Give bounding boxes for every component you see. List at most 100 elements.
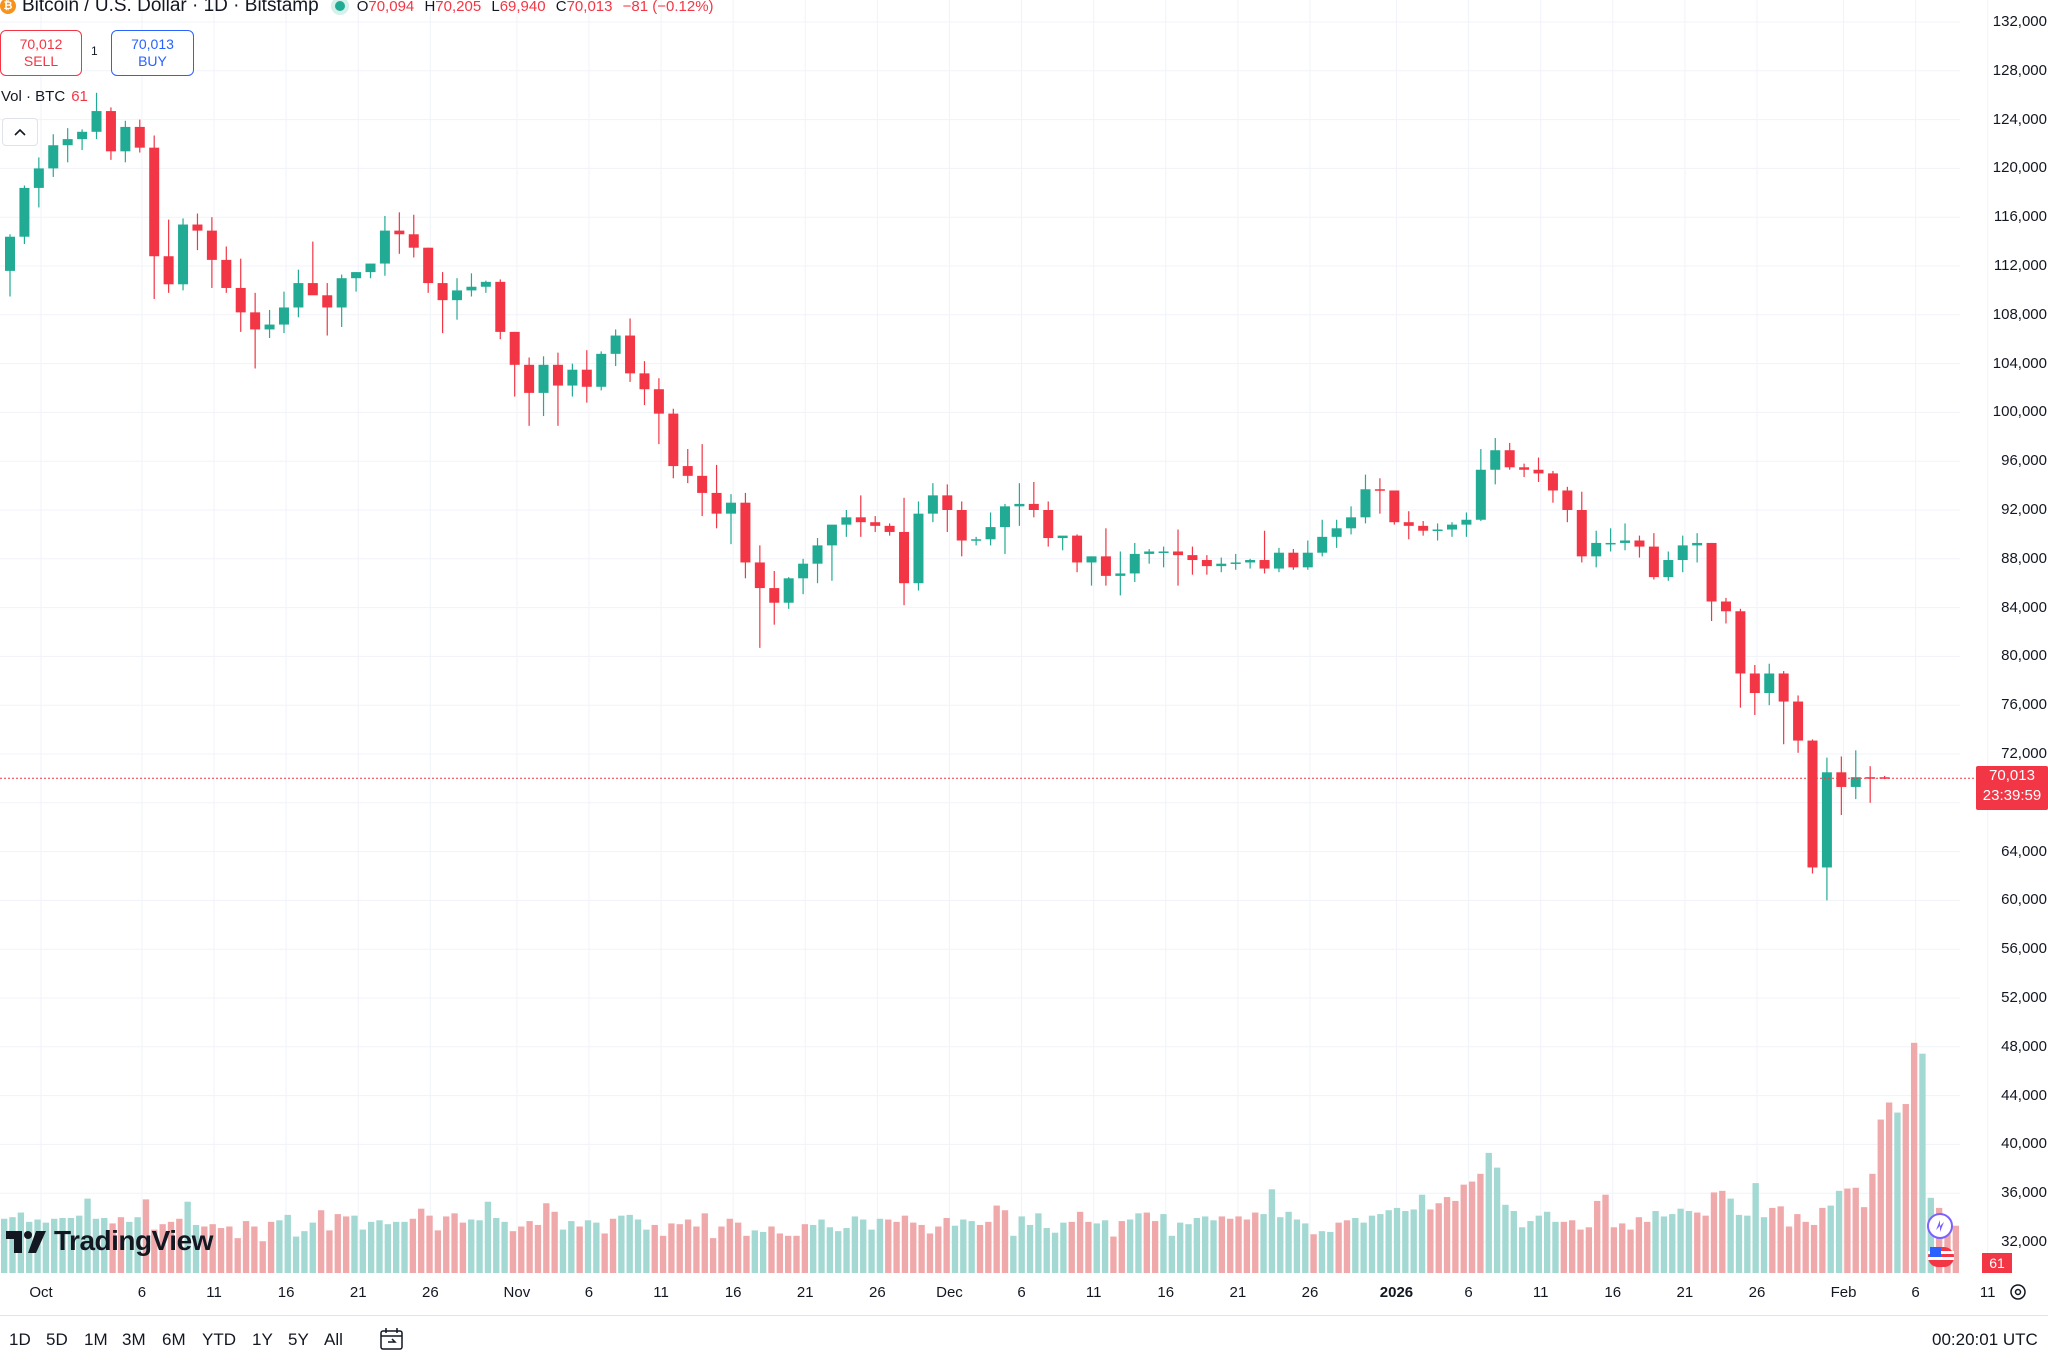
candle-body — [1144, 551, 1155, 554]
range-5y-button[interactable]: 5Y — [288, 1330, 309, 1349]
volume-bar — [434, 1230, 442, 1273]
candle-body — [1764, 673, 1775, 693]
candle — [581, 350, 592, 403]
candle — [1706, 542, 1717, 622]
candle-body — [235, 287, 246, 313]
candle-body — [437, 283, 448, 301]
candle — [524, 357, 535, 426]
volume-bar — [1293, 1219, 1301, 1273]
volume-bar — [1910, 1042, 1918, 1273]
range-ytd-button[interactable]: YTD — [202, 1330, 236, 1349]
volume-bar — [985, 1221, 992, 1273]
price-tick-label: 72,000 — [2001, 745, 2047, 762]
candle-body — [264, 324, 275, 330]
range-3m-button[interactable]: 3M — [122, 1330, 146, 1349]
candle-body — [1677, 545, 1688, 561]
volume-bar — [1635, 1217, 1643, 1273]
volume-bar — [1552, 1221, 1559, 1273]
volume-bar — [618, 1215, 625, 1273]
candle — [235, 258, 246, 332]
volume-bar — [1210, 1220, 1217, 1273]
volume-legend[interactable]: Vol · BTC 61 — [1, 88, 88, 105]
volume-bar — [810, 1224, 817, 1273]
buy-price: 70,013 — [131, 36, 174, 52]
price-tick-label: 108,000 — [1992, 305, 2047, 323]
candle-body — [1591, 542, 1602, 557]
candle — [668, 408, 679, 479]
volume-bar — [1218, 1216, 1226, 1273]
candle — [538, 356, 549, 417]
volume-bar — [1335, 1222, 1342, 1273]
range-all-button[interactable]: All — [324, 1330, 343, 1349]
candle-body — [5, 236, 15, 271]
volume-bar — [851, 1216, 859, 1273]
range-5d-button[interactable]: 5D — [46, 1330, 68, 1349]
candle-body — [1360, 489, 1371, 518]
us-flag-icon[interactable] — [1926, 1243, 1956, 1271]
range-1d-button[interactable]: 1D — [9, 1330, 31, 1349]
volume-bar — [1819, 1207, 1826, 1273]
volume-bar — [1719, 1190, 1726, 1273]
range-1y-button[interactable]: 1Y — [252, 1330, 273, 1349]
volume-bar — [1277, 1217, 1284, 1273]
sell-price: 70,012 — [19, 36, 63, 52]
candle — [1432, 523, 1443, 541]
volume-bar — [668, 1223, 675, 1273]
volume-bar — [1185, 1224, 1192, 1273]
candle-body — [1072, 535, 1083, 563]
go-to-date-icon[interactable] — [378, 1326, 406, 1352]
volume-bar — [1727, 1198, 1734, 1273]
price-tick-label: 36,000 — [2001, 1184, 2047, 1202]
candle — [1259, 530, 1270, 574]
collapse-legend-button[interactable] — [2, 118, 38, 146]
candle — [1144, 549, 1155, 564]
volume-bar — [1343, 1220, 1351, 1273]
candle — [278, 291, 289, 334]
candle-body — [77, 131, 88, 140]
range-6m-button[interactable]: 6M — [162, 1330, 186, 1349]
utc-clock[interactable]: 00:20:01 UTC — [1932, 1330, 2038, 1349]
time-tick-label: 21 — [1676, 1284, 1694, 1301]
volume-bar — [651, 1224, 658, 1273]
time-tick-label: 26 — [421, 1284, 439, 1301]
chart-canvas[interactable] — [0, 0, 2048, 1315]
buy-button[interactable]: 70,013 BUY — [111, 30, 194, 76]
candle — [1865, 766, 1876, 803]
tradingview-logo[interactable]: TradingView — [6, 1225, 213, 1257]
sparkle-icon[interactable] — [1926, 1212, 1954, 1240]
volume-bar — [443, 1216, 450, 1273]
volume-bar — [1852, 1187, 1859, 1273]
candle-body — [1216, 563, 1227, 567]
candle — [1677, 535, 1688, 573]
candle-body — [1245, 560, 1256, 563]
volume-bar — [1744, 1215, 1751, 1273]
volume-bar — [1794, 1214, 1801, 1273]
volume-bar — [84, 1198, 91, 1273]
candle-body — [120, 126, 131, 152]
candle-body — [1158, 551, 1169, 553]
volume-bar — [1477, 1173, 1484, 1273]
volume-bar — [159, 1224, 166, 1273]
candle — [62, 128, 73, 163]
symbol-title[interactable]: Bitcoin / U.S. Dollar · 1D · Bitstamp — [22, 0, 319, 16]
volume-bar — [76, 1215, 83, 1273]
candle — [1173, 529, 1184, 586]
range-1m-button[interactable]: 1M — [84, 1330, 108, 1349]
candle — [307, 241, 318, 296]
candle-body — [509, 331, 520, 365]
candle-body — [1620, 540, 1631, 543]
time-tick-label: 11 — [1085, 1284, 1102, 1301]
volume-bar — [1110, 1236, 1117, 1273]
sell-button[interactable]: 70,012 SELL — [0, 30, 82, 76]
axis-settings-icon[interactable] — [2007, 1281, 2029, 1303]
candle-body — [1346, 517, 1357, 529]
ohlc-values: O70,094 H70,205 L69,940 C70,013 −81 (−0.… — [357, 0, 720, 15]
volume-bar — [259, 1241, 266, 1273]
candle-body — [538, 364, 549, 393]
volume-bar — [326, 1230, 333, 1273]
volume-bar — [151, 1229, 158, 1273]
candle — [336, 274, 347, 327]
price-tick-label: 44,000 — [2001, 1086, 2047, 1104]
candle — [163, 219, 174, 293]
volume-bar — [501, 1221, 508, 1273]
